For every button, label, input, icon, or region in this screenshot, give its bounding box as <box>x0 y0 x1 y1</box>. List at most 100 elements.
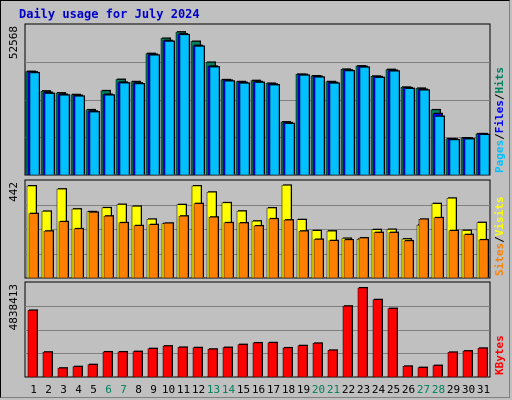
bar-pages-day-12 <box>194 46 205 176</box>
bar-kbytes-day-25 <box>387 308 398 378</box>
x-tick-label-day-7: 7 <box>120 383 127 396</box>
x-tick-label-day-21: 21 <box>327 383 340 396</box>
bar-sites-day-15 <box>238 222 249 279</box>
bar-pages-day-11 <box>179 34 190 176</box>
x-tick-label-day-6: 6 <box>105 383 112 396</box>
x-tick-label-day-1: 1 <box>30 383 37 396</box>
bar-sites-day-21 <box>328 240 339 279</box>
x-tick-label-day-9: 9 <box>150 383 157 396</box>
bar-kbytes-day-31 <box>477 348 488 378</box>
visits-sites-legend-label: Sites/Visits <box>493 197 506 277</box>
bar-pages-day-30 <box>464 138 475 176</box>
legend-text-visits: Visits <box>493 197 506 237</box>
x-tick-label-day-30: 30 <box>462 383 475 396</box>
bar-pages-day-3 <box>59 95 70 176</box>
bar-sites-day-9 <box>148 224 159 279</box>
legend-text-slash: / <box>493 93 506 100</box>
x-tick-label-day-3: 3 <box>60 383 67 396</box>
bar-sites-day-4 <box>73 228 84 279</box>
bar-pages-day-29 <box>449 139 460 176</box>
bar-sites-day-7 <box>118 222 129 279</box>
bar-kbytes-day-2 <box>42 351 53 378</box>
bar-kbytes-day-24 <box>372 299 383 378</box>
bar-sites-day-8 <box>133 225 144 279</box>
bar-pages-day-2 <box>44 93 55 176</box>
x-tick-label-day-16: 16 <box>252 383 265 396</box>
bar-pages-day-24 <box>374 77 385 176</box>
bar-pages-day-22 <box>344 70 355 176</box>
bar-kbytes-day-30 <box>462 350 473 378</box>
bar-kbytes-day-17 <box>267 342 278 378</box>
x-tick-label-day-29: 29 <box>447 383 460 396</box>
bar-sites-day-20 <box>313 239 324 279</box>
x-tick-label-day-31: 31 <box>477 383 490 396</box>
bar-pages-day-9 <box>149 55 160 176</box>
bar-kbytes-day-20 <box>312 343 323 378</box>
bar-kbytes-day-18 <box>282 347 293 378</box>
x-tick-label-day-2: 2 <box>45 383 52 396</box>
bar-kbytes-day-29 <box>447 352 458 378</box>
bar-kbytes-day-11 <box>177 347 188 378</box>
x-tick-label-day-8: 8 <box>135 383 142 396</box>
bar-sites-day-6 <box>103 215 114 279</box>
bar-pages-day-16 <box>254 82 265 176</box>
bar-sites-day-22 <box>343 239 354 279</box>
kbytes-ymax-label: 4838413 <box>7 284 20 330</box>
bar-sites-day-13 <box>208 216 219 279</box>
x-tick-label-day-20: 20 <box>312 383 325 396</box>
bar-pages-day-23 <box>359 67 370 176</box>
x-tick-label-day-25: 25 <box>387 383 400 396</box>
bar-sites-day-26 <box>403 240 414 279</box>
bar-sites-day-25 <box>388 232 399 279</box>
hits-files-pages-ymax-label: 52568 <box>7 26 20 59</box>
x-tick-label-day-18: 18 <box>282 383 295 396</box>
bar-kbytes-day-6 <box>102 351 113 378</box>
bar-sites-day-17 <box>268 218 279 279</box>
bar-sites-day-1 <box>28 213 39 279</box>
bar-pages-day-4 <box>74 96 85 176</box>
bar-kbytes-day-15 <box>237 344 248 378</box>
x-tick-label-day-17: 17 <box>267 383 280 396</box>
bar-kbytes-day-12 <box>192 347 203 378</box>
bar-sites-day-24 <box>373 232 384 279</box>
bar-kbytes-day-8 <box>132 351 143 378</box>
bar-pages-day-15 <box>239 83 250 176</box>
x-tick-label-day-23: 23 <box>357 383 370 396</box>
bar-pages-day-27 <box>419 90 430 176</box>
x-tick-label-day-11: 11 <box>177 383 190 396</box>
bar-pages-day-21 <box>329 83 340 176</box>
bar-sites-day-14 <box>223 222 234 279</box>
bar-pages-day-31 <box>479 134 490 176</box>
bar-pages-day-20 <box>314 77 325 176</box>
bar-kbytes-day-23 <box>357 287 368 378</box>
bar-kbytes-day-10 <box>162 345 173 378</box>
bar-kbytes-day-22 <box>342 305 353 378</box>
bar-kbytes-day-16 <box>252 342 263 378</box>
x-tick-label-day-4: 4 <box>75 383 82 396</box>
bar-sites-day-5 <box>88 212 99 279</box>
bar-kbytes-day-13 <box>207 348 218 378</box>
legend-text-sites: Sites <box>493 243 506 276</box>
bar-pages-day-8 <box>134 83 145 176</box>
bar-kbytes-day-21 <box>327 350 338 378</box>
bar-sites-day-12 <box>193 203 204 279</box>
x-tick-label-day-26: 26 <box>402 383 415 396</box>
bar-sites-day-29 <box>448 230 459 279</box>
visits-sites-ymax-label: 442 <box>7 182 20 202</box>
hits-files-pages-legend-label: Pages/Files/Hits <box>493 67 506 173</box>
bar-sites-day-27 <box>418 219 429 279</box>
bar-pages-day-19 <box>299 75 310 176</box>
bar-kbytes-day-7 <box>117 351 128 378</box>
chart-title: Daily usage for July 2024 <box>19 7 200 21</box>
bar-kbytes-day-3 <box>57 367 68 378</box>
bar-sites-day-19 <box>298 230 309 279</box>
legend-text-files: Files <box>493 100 506 133</box>
x-tick-label-day-10: 10 <box>162 383 175 396</box>
x-tick-label-day-27: 27 <box>417 383 430 396</box>
bar-pages-day-25 <box>389 71 400 176</box>
x-tick-label-day-28: 28 <box>432 383 445 396</box>
bar-kbytes-day-27 <box>417 367 428 378</box>
bar-sites-day-31 <box>478 239 489 279</box>
bar-pages-day-28 <box>434 116 445 176</box>
legend-text-slash: / <box>493 133 506 140</box>
